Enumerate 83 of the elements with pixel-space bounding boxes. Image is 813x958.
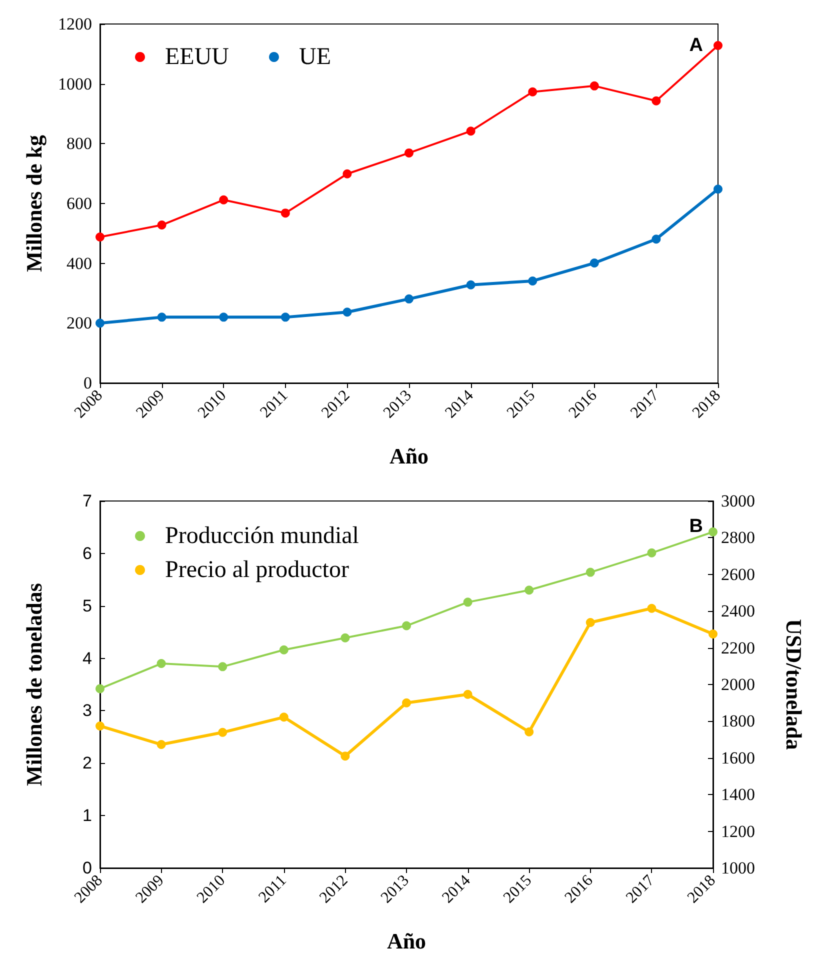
y2-tick-label: 1800	[721, 712, 755, 731]
point	[402, 621, 411, 630]
point	[96, 232, 104, 242]
y2-tick-label: 1200	[721, 822, 755, 841]
point	[157, 220, 166, 230]
point	[219, 312, 228, 322]
y2-tick-label: 3000	[721, 492, 755, 510]
y-tick-label: 800	[66, 134, 92, 154]
y2-tick-label: 2800	[721, 528, 755, 548]
y-tick-label: 1200	[58, 14, 92, 34]
point	[279, 645, 288, 654]
x-axis-title: Año	[386, 928, 426, 954]
x-tick-label: 2011	[256, 872, 290, 906]
y-axis-title: Millones de toneladas	[22, 582, 46, 786]
point	[463, 690, 472, 699]
point	[340, 633, 350, 642]
point	[528, 276, 538, 286]
point	[647, 548, 656, 558]
legend-label: EEUU	[165, 44, 229, 70]
point	[218, 662, 228, 672]
point	[590, 81, 599, 90]
point	[96, 721, 104, 730]
y-tick-label: 3	[82, 701, 92, 720]
y2-tick-label: 1400	[721, 785, 755, 804]
y2-tick-label: 2400	[721, 602, 755, 621]
y-tick-label: 400	[66, 254, 92, 273]
point	[586, 618, 595, 627]
point	[279, 712, 288, 722]
point	[218, 728, 228, 737]
point	[652, 234, 661, 244]
point	[466, 280, 476, 290]
point	[404, 148, 414, 158]
y2-tick-label: 2600	[721, 564, 755, 584]
point	[157, 312, 166, 322]
y-tick-label: 2	[82, 754, 92, 773]
point	[708, 630, 718, 639]
y2-tick-label: 2000	[721, 675, 755, 694]
y2-tick-label: 2200	[721, 638, 755, 658]
point	[524, 586, 534, 595]
point	[96, 684, 104, 694]
point	[402, 698, 411, 708]
y2-tick-label: 1600	[721, 748, 755, 768]
point	[652, 96, 661, 106]
point	[466, 126, 476, 136]
y-tick-label: 200	[66, 314, 92, 333]
point	[342, 169, 352, 178]
y-tick-label: 1	[82, 806, 92, 826]
annotation: A	[689, 35, 704, 56]
point	[219, 195, 228, 204]
point	[280, 312, 290, 322]
point	[156, 740, 166, 749]
point	[342, 308, 352, 317]
point	[404, 294, 414, 304]
y2-axis-title: USD/tonelada	[782, 619, 806, 750]
point	[586, 568, 595, 577]
point	[590, 258, 599, 268]
y2-tick-label: 1000	[721, 858, 755, 878]
y-tick-label: 0	[82, 858, 92, 878]
y-tick-label: 600	[66, 194, 92, 213]
point	[708, 527, 718, 536]
x-tick-label: 2011	[257, 386, 292, 422]
point	[340, 752, 350, 761]
y-tick-label: 0	[84, 374, 92, 392]
x-axis-title: Año	[389, 444, 429, 468]
y-tick-label: 1000	[58, 74, 92, 94]
point	[714, 41, 722, 50]
y-tick-label: 5	[82, 596, 92, 616]
y-tick-label: 7	[82, 492, 92, 510]
legend-label: Producción mundial	[165, 523, 360, 549]
y-tick-label: 4	[82, 648, 92, 668]
point	[714, 184, 722, 194]
point	[280, 208, 290, 218]
point	[96, 318, 104, 328]
point	[156, 659, 166, 668]
point	[463, 598, 472, 607]
point	[647, 604, 656, 613]
point	[528, 87, 538, 96]
y-axis-title: Millones de kg	[22, 135, 46, 272]
y-tick-label: 6	[82, 544, 92, 563]
annotation: B	[689, 516, 704, 537]
legend-label: Precio al productor	[165, 557, 349, 583]
legend-label: UE	[298, 44, 331, 70]
point	[524, 727, 534, 736]
